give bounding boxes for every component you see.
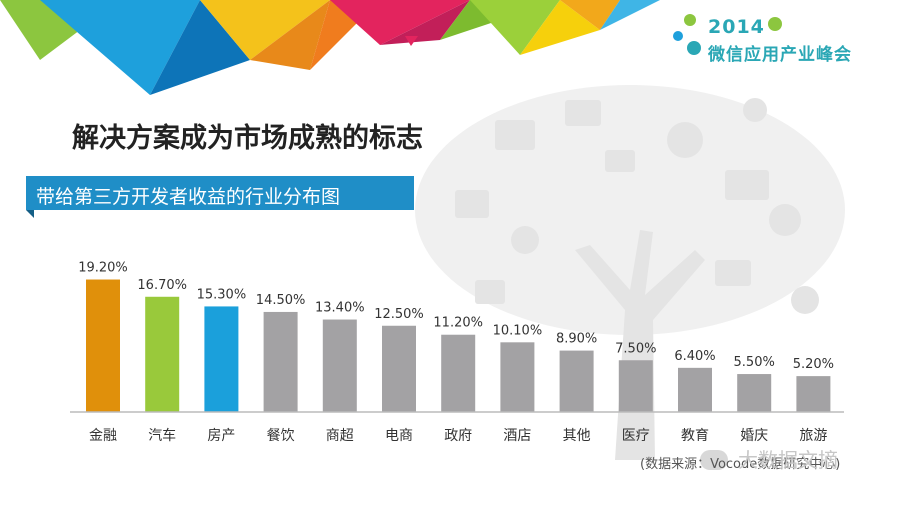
category-label-2: 房产 xyxy=(207,428,235,444)
tree-background-illustration xyxy=(415,85,845,460)
data-source: (数据来源：Vocode数据研究中心) xyxy=(640,457,841,472)
watermark-badge xyxy=(700,450,728,470)
logo-name: 微信应用产业峰会 xyxy=(708,45,852,65)
bar-8 xyxy=(559,350,594,412)
banner-fold xyxy=(26,210,34,218)
category-label-10: 教育 xyxy=(681,428,709,444)
value-label-8: 8.90% xyxy=(556,332,597,347)
page-heading: 解决方案成为市场成熟的标志 xyxy=(72,123,423,154)
bar-0 xyxy=(86,279,120,412)
value-label-0: 19.20% xyxy=(78,261,128,276)
category-label-4: 商超 xyxy=(326,428,354,444)
bar-1 xyxy=(145,296,180,412)
logo-year: 2014 xyxy=(708,16,765,38)
category-label-6: 政府 xyxy=(444,428,472,444)
bar-3 xyxy=(263,311,298,412)
category-label-1: 汽车 xyxy=(148,427,176,444)
value-label-9: 7.50% xyxy=(615,341,656,356)
value-label-12: 5.20% xyxy=(793,357,834,372)
bar-6 xyxy=(441,334,476,412)
category-label-3: 餐饮 xyxy=(267,428,295,444)
value-label-3: 14.50% xyxy=(256,293,306,308)
category-label-7: 酒店 xyxy=(503,428,531,444)
category-label-11: 婚庆 xyxy=(740,428,768,444)
category-label-8: 其他 xyxy=(563,428,591,444)
bar-4 xyxy=(322,319,357,412)
chart-title-banner xyxy=(26,176,414,210)
category-label-9: 医疗 xyxy=(622,428,650,444)
value-label-2: 15.30% xyxy=(197,287,247,302)
category-label-5: 电商 xyxy=(385,428,413,444)
bar-7 xyxy=(500,342,535,412)
category-label-12: 旅游 xyxy=(799,428,827,444)
value-label-11: 5.50% xyxy=(734,355,775,370)
value-label-6: 11.20% xyxy=(433,316,483,331)
bar-12 xyxy=(796,376,831,412)
value-label-5: 12.50% xyxy=(374,307,424,322)
value-label-7: 10.10% xyxy=(493,323,543,338)
chart-title: 带给第三方开发者收益的行业分布图 xyxy=(36,186,341,208)
bar-2 xyxy=(204,306,239,412)
bar-5 xyxy=(382,325,416,412)
watermark: 大数据文摘 xyxy=(738,448,838,472)
decorative-triangles xyxy=(0,0,782,95)
bar-10 xyxy=(678,367,712,412)
value-label-10: 6.40% xyxy=(674,349,715,364)
category-label-0: 金融 xyxy=(89,428,117,444)
value-label-4: 13.40% xyxy=(315,301,365,316)
bar-11 xyxy=(737,374,772,412)
value-label-1: 16.70% xyxy=(137,278,187,293)
bar-9 xyxy=(618,360,653,412)
